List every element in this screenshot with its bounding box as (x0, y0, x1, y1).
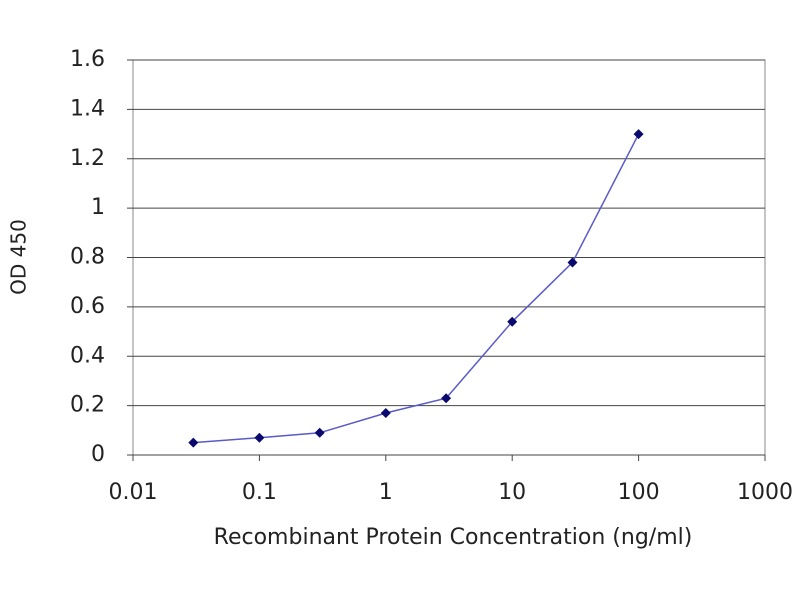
marker (441, 393, 452, 404)
line (193, 133, 640, 444)
y-tick-label: 1.4 (70, 96, 105, 121)
marker (254, 432, 265, 443)
y-tick-label: 1.6 (70, 47, 105, 72)
x-tick-label: 0.1 (242, 480, 277, 505)
x-axis-label: Recombinant Protein Concentration (ng/ml… (214, 525, 693, 550)
y-tick-label: 0.6 (70, 294, 105, 319)
y-tick-label: 1.2 (70, 146, 105, 171)
marker (633, 129, 644, 140)
y-tick-label: 0.8 (70, 245, 105, 270)
marker (567, 257, 578, 268)
x-tick-label: 0.01 (109, 480, 158, 505)
marker (380, 408, 391, 419)
x-tick-label: 1 (379, 480, 393, 505)
x-tick-label: 1000 (737, 480, 793, 505)
marker (188, 437, 199, 448)
y-axis-label: OD 450 (7, 219, 31, 295)
marker (314, 427, 325, 438)
marker (507, 316, 518, 327)
y-tick-label: 0.2 (70, 393, 105, 418)
y-tick-label: 0 (91, 442, 105, 467)
y-tick-label: 1 (91, 195, 105, 220)
x-tick-label: 10 (498, 480, 526, 505)
x-tick-label: 100 (618, 480, 660, 505)
y-tick-label: 0.4 (70, 343, 105, 368)
